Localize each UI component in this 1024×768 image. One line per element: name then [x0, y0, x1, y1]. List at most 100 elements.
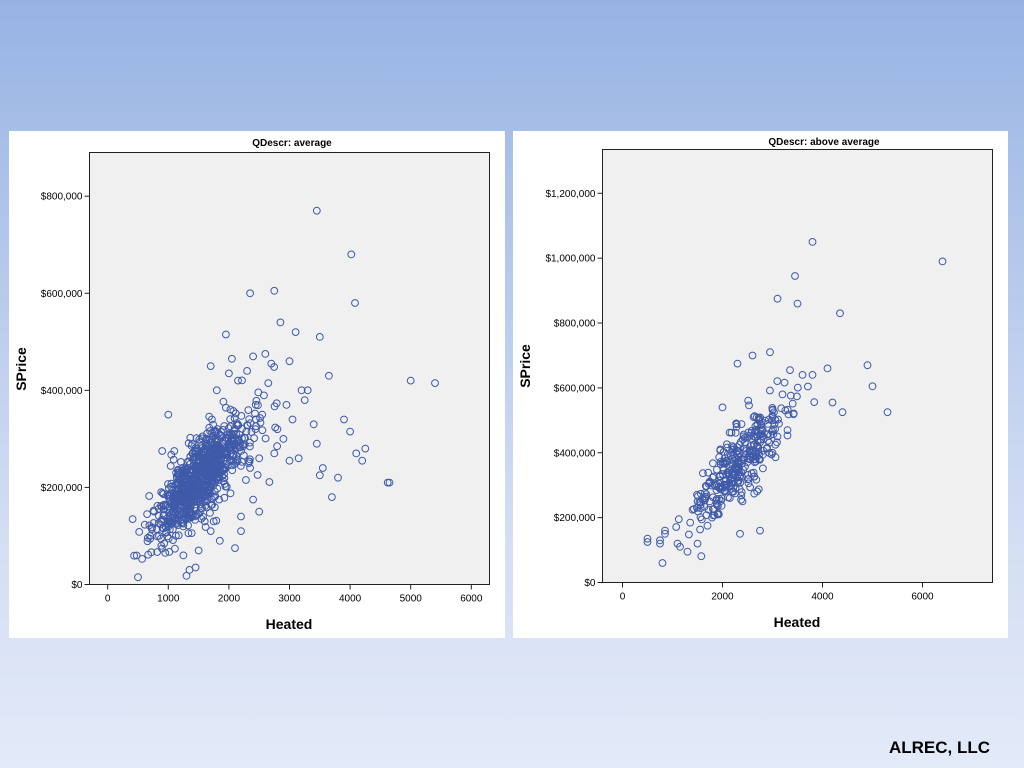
data-point [174, 531, 183, 540]
data-point [249, 352, 258, 361]
data-point [294, 454, 303, 463]
data-point [273, 442, 282, 451]
data-point [253, 471, 262, 479]
data-point [164, 410, 173, 419]
data-point [767, 450, 776, 459]
data-point [731, 453, 740, 462]
data-point [688, 505, 697, 514]
data-point [208, 474, 216, 482]
data-point [178, 463, 187, 472]
data-point [130, 551, 138, 560]
data-points [128, 206, 439, 582]
data-point [152, 525, 161, 533]
data-point [158, 503, 166, 511]
data-point [202, 472, 211, 481]
data-point [194, 479, 203, 488]
data-point [182, 496, 191, 504]
data-point [656, 536, 664, 545]
y-axis: $0 $200,000 $400,000 $600,000 $800,000 $1,000… [545, 189, 603, 589]
data-point [186, 501, 195, 510]
data-point [788, 399, 797, 408]
data-point [225, 369, 233, 378]
data-point [868, 382, 877, 391]
data-point [185, 482, 194, 491]
data-point [836, 309, 844, 318]
data-point [201, 459, 210, 468]
data-point [206, 527, 215, 536]
data-point [244, 406, 253, 415]
data-point [205, 435, 214, 444]
y-tick-label: $600,000 [41, 289, 83, 300]
data-point [155, 512, 163, 520]
data-point [328, 493, 336, 502]
data-point [771, 440, 780, 449]
data-points [643, 238, 947, 567]
data-point [207, 501, 216, 509]
data-point [237, 412, 246, 420]
data-point [165, 484, 173, 493]
data-point [140, 520, 149, 529]
data-point [756, 526, 764, 535]
data-point [661, 526, 669, 535]
data-point [938, 257, 947, 266]
data-point [303, 386, 312, 395]
data-point [340, 415, 348, 424]
data-point [132, 551, 141, 560]
data-point [209, 420, 218, 429]
data-point [309, 420, 318, 429]
data-point [674, 515, 683, 524]
data-point [234, 421, 243, 430]
data-point [235, 443, 244, 452]
data-point [808, 238, 817, 246]
data-point [194, 494, 203, 503]
data-point [211, 487, 219, 496]
y-tick-label: $800,000 [41, 192, 83, 203]
data-point [838, 408, 847, 417]
data-point [717, 501, 726, 510]
x-tick-label: 3000 [278, 594, 301, 605]
data-point [703, 521, 712, 530]
data-point [770, 420, 779, 429]
data-point [206, 509, 214, 517]
data-point [221, 463, 230, 472]
data-point [174, 521, 182, 530]
data-point [713, 465, 721, 474]
y-tick-label: $800,000 [554, 319, 596, 330]
data-point [270, 449, 279, 458]
data-point [231, 458, 240, 467]
data-point [175, 492, 184, 501]
data-point [213, 453, 221, 462]
data-point [749, 441, 758, 450]
data-point [249, 495, 258, 504]
data-point [737, 420, 746, 429]
data-point [222, 330, 230, 339]
y-axis: $0 $200,000 $400,000 $600,000 $800,000 [41, 192, 90, 591]
data-point [709, 459, 717, 468]
chart-panel-above-average: QDescr: above average Heated SPrice 0 200… [513, 131, 1008, 638]
data-point [758, 426, 767, 434]
data-point [145, 521, 154, 530]
data-point [693, 490, 701, 499]
data-point [279, 435, 288, 443]
data-point [189, 511, 197, 520]
data-point [212, 386, 221, 395]
data-point [221, 436, 230, 445]
data-point [643, 534, 652, 543]
data-point [246, 289, 255, 298]
data-point [777, 404, 786, 413]
x-tick-label: 4000 [811, 592, 834, 603]
data-point [699, 469, 707, 478]
data-point [731, 484, 740, 493]
data-point [728, 470, 737, 479]
data-point [728, 473, 737, 482]
data-point [164, 519, 173, 528]
data-point [162, 500, 171, 509]
data-point [210, 464, 219, 473]
data-point [828, 398, 837, 407]
data-point [179, 551, 188, 560]
data-point [750, 458, 759, 467]
data-point [297, 386, 306, 395]
x-tick-label: 0 [620, 592, 626, 603]
data-point [184, 439, 193, 448]
data-point [334, 473, 342, 482]
